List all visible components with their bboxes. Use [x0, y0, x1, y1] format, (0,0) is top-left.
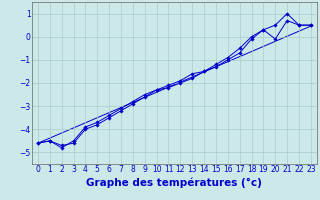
X-axis label: Graphe des températures (°c): Graphe des températures (°c) — [86, 177, 262, 188]
